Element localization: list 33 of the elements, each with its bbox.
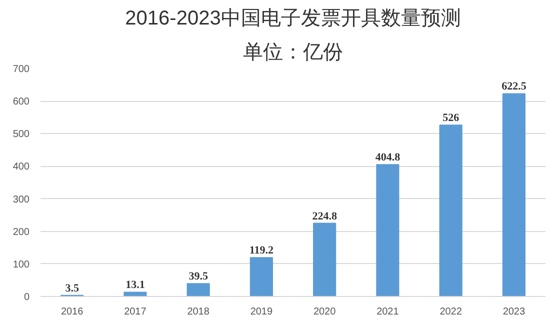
y-tick-label: 200 <box>12 226 30 238</box>
data-label: 13.1 <box>126 279 145 292</box>
y-tick-label: 600 <box>12 96 30 108</box>
data-label: 3.5 <box>65 282 80 294</box>
bar <box>313 222 336 296</box>
x-tick-label: 2016 <box>60 306 84 318</box>
y-tick-label: 400 <box>12 162 30 173</box>
bar <box>250 257 273 296</box>
data-label: 119.2 <box>249 244 274 257</box>
bar <box>502 93 526 296</box>
chart-subtitle: 单位：亿份 <box>243 42 343 64</box>
x-tick-label: 2017 <box>124 306 147 318</box>
data-label: 526 <box>442 112 460 124</box>
data-label: 224.8 <box>312 210 338 222</box>
y-tick-label: 0 <box>24 292 30 303</box>
data-label: 622.5 <box>502 80 527 93</box>
bar <box>376 164 400 296</box>
x-tick-label: 2021 <box>376 306 400 318</box>
x-tick-label: 2019 <box>250 306 273 318</box>
data-label: 404.8 <box>375 152 401 164</box>
x-tick-label: 2018 <box>187 306 210 318</box>
bar <box>439 124 462 296</box>
data-label: 39.5 <box>188 270 208 283</box>
chart-title: 2016-2023中国电子发票开具数量预测 <box>125 8 461 30</box>
x-tick-label: 2022 <box>440 306 462 318</box>
bar <box>186 283 210 296</box>
x-tick-label: 2023 <box>502 306 526 318</box>
bar <box>124 292 147 296</box>
y-tick-label: 700 <box>12 64 30 75</box>
x-tick-label: 2020 <box>313 306 336 318</box>
y-tick-label: 300 <box>12 194 30 206</box>
y-tick-label: 500 <box>12 129 30 140</box>
y-tick-label: 100 <box>12 259 30 270</box>
